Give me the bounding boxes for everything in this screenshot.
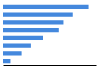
plot [3,5,97,66]
bar [3,59,10,63]
bar [3,28,59,32]
bar [3,12,73,16]
bar [3,20,63,24]
bars [3,5,89,64]
axis-line [4,65,97,66]
bar [3,5,89,9]
x-axis [4,65,97,66]
bar [3,51,22,55]
bar [3,43,31,47]
chart [0,0,100,71]
bar [3,36,43,40]
